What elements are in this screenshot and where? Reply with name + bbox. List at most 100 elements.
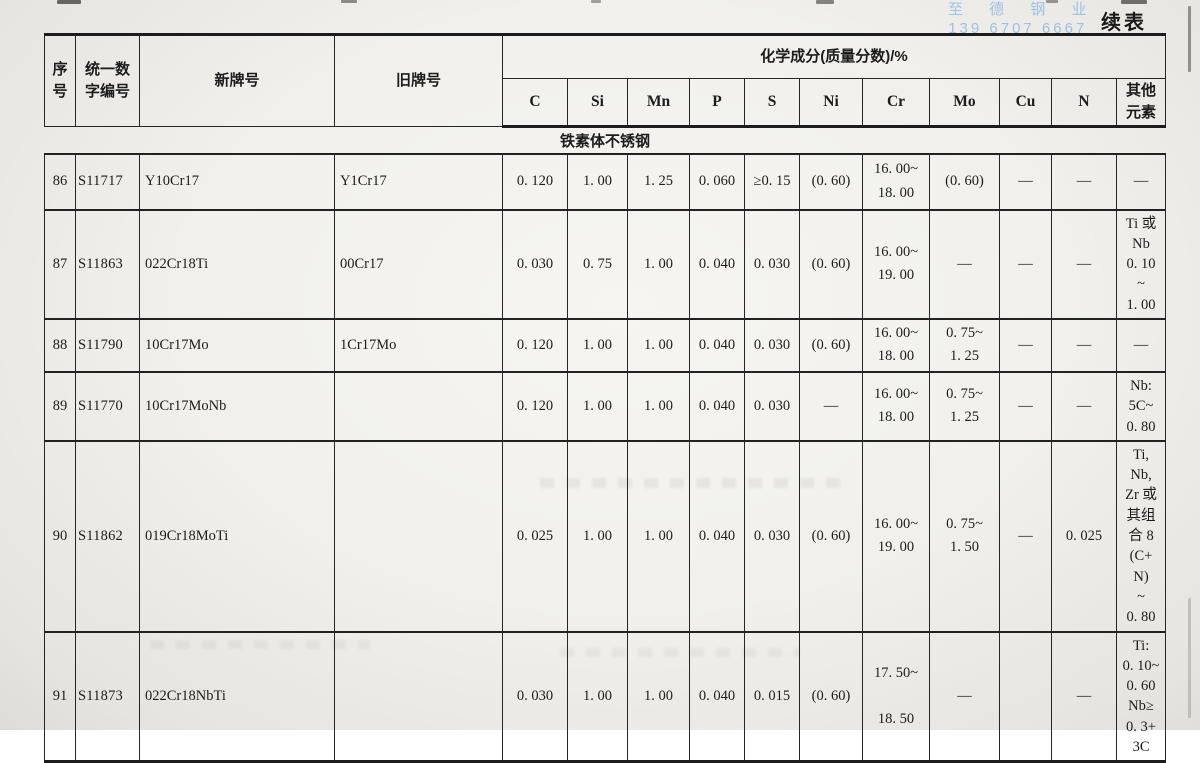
cell-new-grade: Y10Cr17 — [139, 152, 335, 210]
cell-new-grade: 022Cr18Ti — [139, 208, 335, 320]
cell-S: 0. 030 — [744, 317, 800, 373]
col-header-new-grade: 新牌号 — [139, 34, 335, 127]
composition-table: 序 号 统一数 字编号 新牌号 旧牌号 化学成分(质量分数)/% C Si Mn… — [44, 33, 1167, 763]
cell-unified: S11790 — [75, 317, 140, 373]
cell-Cr: 16. 00~ 19. 00 — [862, 439, 930, 633]
cell-Cu: — — [999, 152, 1052, 210]
cell-P: 0. 040 — [689, 317, 745, 373]
watermark-company: 至 德 钢 业 — [948, 1, 1098, 18]
cell-unified: S11770 — [75, 370, 140, 442]
cell-Mo: — — [929, 208, 1000, 320]
cell-Ni: (0. 60) — [799, 439, 863, 633]
cell-Ni: (0. 60) — [799, 152, 863, 210]
col-header-C: C — [502, 78, 568, 128]
cell-Mo: 0. 75~ 1. 25 — [929, 317, 1000, 373]
cell-P: 0. 060 — [689, 152, 745, 210]
col-header-Cu: Cu — [999, 78, 1052, 128]
watermark-phone: 139 6707 6667 — [948, 19, 1088, 37]
cell-unified: S11717 — [75, 152, 140, 210]
header-row-top: 序 号 统一数 字编号 新牌号 旧牌号 化学成分(质量分数)/% — [44, 34, 1167, 127]
cell-S: ≥0. 15 — [744, 152, 800, 210]
scan-noise — [341, 0, 357, 3]
cell-old-grade: 1Cr17Mo — [334, 317, 503, 373]
cell-new-grade: 10Cr17Mo — [139, 317, 335, 373]
col-header-seq: 序 号 — [44, 34, 76, 127]
section-band-row: 铁素体不锈钢 — [44, 125, 1166, 155]
cell-Si: 0. 75 — [567, 208, 628, 320]
cell-Cr: 16. 00~ 18. 00 — [862, 152, 930, 210]
cell-Cr: 16. 00~ 18. 00 — [862, 317, 930, 373]
cell-other: — — [1115, 152, 1167, 210]
cell-Mn: 1. 25 — [627, 152, 690, 210]
cell-S: 0. 015 — [744, 630, 800, 763]
cell-Cr: 16. 00~ 19. 00 — [862, 208, 930, 320]
cell-other: Ti, Nb, Zr 或 其组 合 8 (C+ N) ~ 0. 80 — [1115, 439, 1167, 633]
cell-Si: 1. 00 — [567, 630, 628, 763]
cell-Cr: 16. 00~ 18. 00 — [862, 370, 930, 442]
continued-table-label: 续表 — [1101, 12, 1147, 34]
cell-S: 0. 030 — [744, 439, 800, 633]
col-header-Si: Si — [567, 78, 628, 128]
cell-Cu: — — [999, 439, 1052, 633]
watermark: 至 德 钢 业 139 6707 6667 — [938, 1, 1098, 39]
table-row: 86 S11717 Y10Cr17 Y1Cr17 0. 120 1. 00 1.… — [44, 152, 1167, 210]
page-edge-line — [1188, 6, 1191, 72]
cell-unified: S11863 — [75, 208, 140, 320]
cell-unified: S11862 — [75, 439, 140, 633]
cell-Cu — [999, 630, 1052, 763]
cell-Cu: — — [999, 317, 1052, 373]
cell-C: 0. 025 — [502, 439, 568, 633]
cell-Mo: 0. 75~ 1. 25 — [929, 370, 1000, 442]
table-row: 91 S11873 022Cr18NbTi 0. 030 1. 00 1. 00… — [44, 630, 1167, 763]
cell-Mn: 1. 00 — [627, 370, 690, 442]
cell-new-grade: 10Cr17MoNb — [139, 370, 335, 442]
cell-other: Nb: 5C~ 0. 80 — [1115, 370, 1167, 442]
cell-unified: S11873 — [75, 630, 140, 763]
cell-old-grade: Y1Cr17 — [334, 152, 503, 210]
cell-P: 0. 040 — [689, 439, 745, 633]
cell-C: 0. 120 — [502, 370, 568, 442]
cell-old-grade: 00Cr17 — [334, 208, 503, 320]
section-label: 铁素体不锈钢 — [44, 125, 1166, 155]
page-edge-line — [1188, 598, 1191, 718]
cell-C: 0. 120 — [502, 317, 568, 373]
scan-noise — [57, 0, 81, 4]
cell-Cr: 17. 50~ 18. 50 — [862, 630, 930, 763]
header-row-elements: C Si Mn P S Ni Cr Mo Cu N 其他 元素 — [45, 78, 1167, 128]
cell-P: 0. 040 — [689, 630, 745, 763]
cell-P: 0. 040 — [689, 208, 745, 320]
cell-Si: 1. 00 — [567, 317, 628, 373]
col-header-chemical-composition: 化学成分(质量分数)/% — [501, 34, 1167, 79]
col-header-P: P — [689, 78, 745, 128]
cell-C: 0. 030 — [502, 630, 568, 763]
cell-seq: 91 — [44, 630, 76, 763]
cell-N: — — [1051, 152, 1117, 210]
cell-Mo: (0. 60) — [929, 152, 1000, 210]
scan-noise — [816, 0, 834, 4]
cell-N: — — [1051, 630, 1117, 763]
col-header-other-elements: 其他 元素 — [1115, 78, 1167, 128]
table-row: 90 S11862 019Cr18MoTi 0. 025 1. 00 1. 00… — [44, 439, 1167, 633]
cell-other: Ti: 0. 10~ 0. 60 Nb≥ 0. 3+ 3C — [1115, 630, 1167, 763]
col-header-Cr: Cr — [862, 78, 930, 128]
cell-seq: 90 — [44, 439, 76, 633]
col-header-Mo: Mo — [929, 78, 1000, 128]
col-header-Ni: Ni — [799, 78, 863, 128]
col-header-old-grade: 旧牌号 — [334, 34, 503, 127]
col-header-S: S — [744, 78, 800, 128]
cell-old-grade — [334, 630, 503, 763]
cell-Si: 1. 00 — [567, 152, 628, 210]
cell-other: — — [1115, 317, 1167, 373]
cell-Cu: — — [999, 208, 1052, 320]
table-row: 89 S11770 10Cr17MoNb 0. 120 1. 00 1. 00 … — [44, 370, 1167, 442]
cell-seq: 89 — [44, 370, 76, 442]
col-header-N: N — [1051, 78, 1117, 128]
cell-N: — — [1051, 317, 1117, 373]
cell-C: 0. 120 — [502, 152, 568, 210]
cell-N: — — [1051, 370, 1117, 442]
cell-Si: 1. 00 — [567, 439, 628, 633]
cell-Ni: (0. 60) — [799, 317, 863, 373]
cell-old-grade — [334, 370, 503, 442]
cell-old-grade — [334, 439, 503, 633]
